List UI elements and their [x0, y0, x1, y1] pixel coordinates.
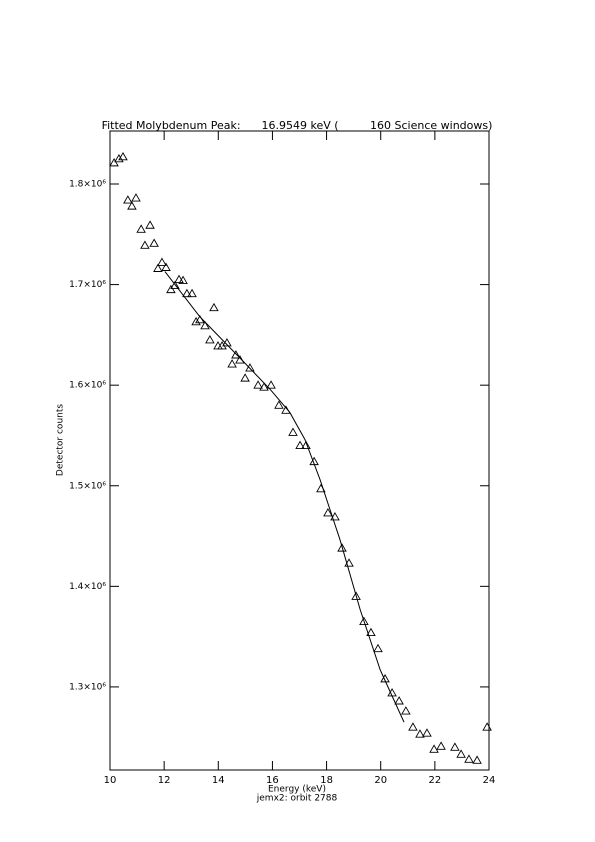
data-point: [157, 257, 167, 266]
data-point: [209, 302, 219, 312]
data-point: [380, 673, 390, 683]
data-point: [145, 220, 155, 229]
data-point: [191, 316, 201, 326]
data-point: [174, 274, 184, 284]
data-point: [482, 722, 492, 731]
x-tick-label: 20: [374, 775, 387, 786]
data-point: [140, 240, 150, 249]
chart-title: Fitted Molybdenum Peak: 16.9549 keV ( 16…: [102, 119, 493, 132]
data-point: [408, 722, 418, 731]
caption: jemx2: orbit 2788: [256, 794, 338, 804]
data-point: [366, 627, 376, 637]
data-point: [436, 741, 446, 750]
data-point: [295, 440, 305, 449]
data-point: [245, 363, 255, 372]
data-point: [472, 755, 482, 764]
data-point: [422, 728, 432, 737]
data-point: [131, 193, 141, 202]
y-tick-label: 1.8×10⁶: [69, 180, 106, 190]
y-axis-label: Detector counts: [56, 404, 66, 476]
data-point: [301, 440, 311, 449]
data-point: [109, 157, 119, 167]
data-point: [288, 427, 298, 436]
data-point: [253, 380, 263, 389]
data-point: [401, 706, 411, 715]
data-point: [170, 280, 180, 290]
x-tick-label: 12: [158, 775, 171, 786]
y-tick-label: 1.4×10⁶: [69, 582, 106, 592]
data-point: [227, 359, 237, 368]
data-point: [359, 616, 369, 625]
data-point: [217, 341, 227, 350]
x-tick-label: 14: [212, 775, 225, 786]
fit-line: [164, 271, 405, 723]
data-point: [373, 643, 383, 653]
data-point: [114, 153, 124, 163]
x-axis-label: Energy (keV): [268, 785, 326, 795]
x-tick-label: 16: [266, 775, 279, 786]
x-tick-label: 10: [104, 775, 117, 786]
data-point: [323, 508, 333, 517]
data-point: [153, 263, 163, 272]
data-point: [136, 224, 146, 233]
data-point: [266, 380, 276, 389]
data-point: [123, 195, 133, 204]
data-point: [182, 288, 192, 298]
y-tick-label: 1.3×10⁶: [69, 682, 106, 692]
data-point: [187, 288, 197, 298]
data-point: [240, 373, 250, 382]
x-tick-label: 24: [483, 775, 496, 786]
data-point: [178, 275, 188, 285]
data-point: [161, 262, 171, 271]
data-point: [118, 151, 128, 161]
data-point: [429, 744, 439, 753]
data-point: [274, 400, 284, 409]
data-point: [450, 742, 460, 751]
y-tick-label: 1.5×10⁶: [69, 481, 106, 491]
data-point: [149, 238, 159, 247]
data-point: [166, 284, 176, 294]
data-point: [351, 591, 361, 600]
data-point: [464, 754, 474, 763]
y-tick-label: 1.6×10⁶: [69, 381, 106, 391]
data-point: [127, 201, 137, 210]
plot-frame: [109, 130, 490, 771]
x-tick-label: 18: [320, 775, 333, 786]
data-point: [456, 749, 466, 758]
data-point: [231, 350, 241, 359]
data-point: [205, 335, 215, 344]
data-point: [259, 382, 269, 391]
x-tick-label: 22: [428, 775, 441, 786]
data-point: [330, 512, 340, 521]
data-point: [394, 696, 404, 705]
y-tick-label: 1.7×10⁶: [69, 280, 106, 290]
data-point: [337, 543, 347, 552]
data-point: [200, 320, 210, 330]
data-point: [415, 729, 425, 738]
